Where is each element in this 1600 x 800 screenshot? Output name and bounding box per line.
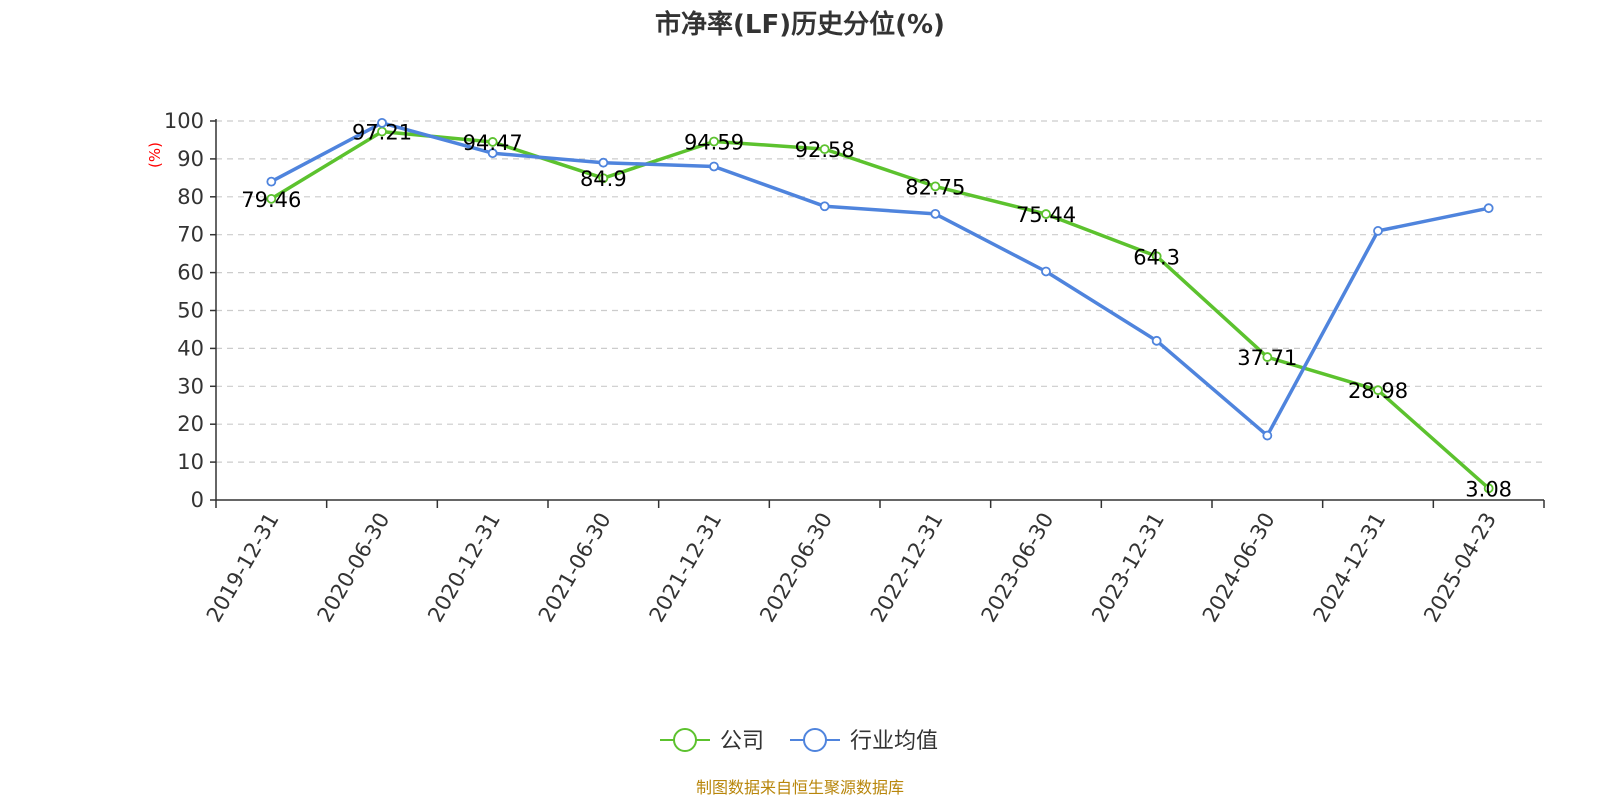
data-point: [1483, 483, 1494, 494]
data-source-note: 制图数据来自恒生聚源数据库: [696, 778, 904, 797]
data-point: [1041, 209, 1051, 219]
legend-label-1[interactable]: 行业均值: [850, 729, 938, 754]
legend-label-0[interactable]: 公司: [720, 729, 764, 754]
data-label: 84.9: [580, 167, 627, 191]
data-point: [1483, 203, 1494, 214]
data-point: [598, 157, 609, 168]
axes: 0 10 20 30 40 50 60 70 80 90 100 2019-12-31 2020-06-…: [164, 109, 1545, 627]
y-tick-label: 40: [177, 336, 204, 360]
y-tick-label: 20: [177, 412, 204, 436]
data-point: [930, 208, 941, 219]
data-labels: 79.46 97.21 94.47 84.9 94.59 92.58 82.75 75.44 6…: [241, 121, 1512, 502]
series-lines: [266, 117, 1494, 494]
y-tick-label: 0: [191, 488, 204, 512]
series-line-0: [270, 129, 1490, 490]
data-label: 3.08: [1465, 477, 1512, 501]
data-label: 28.98: [1348, 379, 1408, 403]
data-label: 75.44: [1016, 203, 1076, 227]
y-tick-label: 70: [177, 223, 204, 247]
data-point: [377, 117, 387, 128]
y-tick-label: 30: [177, 374, 204, 398]
data-point: [266, 176, 277, 187]
data-point: [819, 201, 830, 212]
x-tick-label: 2024-12-31: [1309, 509, 1391, 627]
data-point: [1151, 251, 1162, 262]
chart-title: 市净率(LF)历史分位(%): [655, 9, 945, 40]
data-point: [1041, 266, 1051, 277]
y-tick-label: 90: [177, 147, 204, 171]
data-point: [1262, 430, 1273, 441]
grid-lines: [216, 120, 1544, 463]
x-tick-label: 2024-06-30: [1198, 509, 1280, 627]
y-tick-label: 50: [177, 299, 204, 323]
y-tick-label: 80: [177, 185, 204, 209]
data-label: 64.3: [1133, 245, 1180, 269]
x-tick-label: 2020-06-30: [313, 509, 395, 627]
x-tick-label: 2023-06-30: [977, 509, 1059, 627]
x-tick-label: 2022-06-30: [755, 509, 837, 627]
data-point: [487, 137, 498, 147]
data-label: 82.75: [905, 175, 965, 199]
data-point: [1373, 385, 1383, 396]
data-point: [487, 148, 498, 159]
data-label: 79.46: [241, 188, 301, 212]
x-tick-label: 2022-12-31: [866, 509, 948, 627]
data-point: [266, 193, 277, 204]
x-tick-label: 2020-12-31: [423, 509, 505, 627]
data-label: 94.59: [684, 131, 744, 155]
data-point: [709, 136, 719, 147]
x-tick-label: 2021-12-31: [645, 509, 727, 627]
data-label: 97.21: [352, 121, 412, 145]
x-tick-label: 2025-04-23: [1419, 509, 1501, 627]
data-point: [1262, 352, 1273, 362]
data-label: 37.71: [1237, 346, 1297, 370]
x-tick-label: 2021-06-30: [534, 509, 616, 627]
x-tick-label: 2019-12-31: [202, 509, 284, 627]
data-label: 94.47: [463, 131, 523, 155]
data-label: 92.58: [795, 138, 855, 162]
data-point: [819, 144, 830, 155]
x-tick-label: 2023-12-31: [1087, 509, 1169, 627]
y-tick-label: 100: [164, 109, 204, 133]
data-point: [709, 161, 719, 172]
series-line-1: [270, 121, 1490, 438]
legend[interactable]: 公司 行业均值: [660, 728, 938, 754]
data-point: [1373, 226, 1383, 236]
y-tick-label: 60: [177, 261, 204, 285]
data-point: [1151, 335, 1162, 346]
data-point: [930, 181, 941, 192]
legend-marker-0: [673, 728, 697, 752]
y-tick-label: 10: [177, 450, 204, 474]
data-point: [598, 173, 609, 184]
legend-marker-1: [803, 728, 827, 752]
y-axis-label: (%): [146, 142, 164, 168]
